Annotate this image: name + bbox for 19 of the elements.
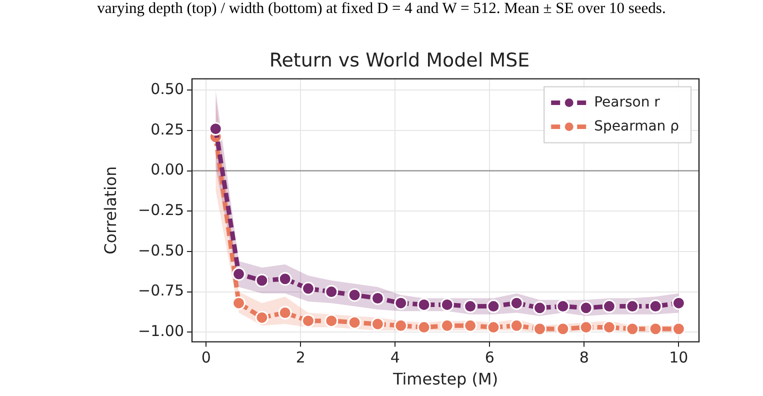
x-tick-label: 10 — [669, 348, 688, 367]
y-tick-label: −0.75 — [138, 282, 184, 300]
y-tick-label: 0.00 — [150, 160, 184, 179]
text: varying depth (top) / width (bottom) at fixed D = 4 and W = 512. Mean ± SE over 10 seeds. — [96, 0, 667, 18]
chart-title: Return vs World Model MSE — [269, 49, 530, 72]
y-tick-label: 0.25 — [150, 120, 184, 138]
y-tick-label: −1.00 — [138, 322, 184, 340]
y-tick-label: −0.50 — [138, 241, 184, 260]
x-tick-label: 4 — [390, 348, 400, 367]
x-tick-label: 8 — [579, 348, 589, 367]
x-tick-label: 6 — [484, 348, 494, 367]
y-tick-label: 0.50 — [150, 80, 184, 98]
x-axis-title: Timestep (M) — [392, 370, 498, 389]
y-tick-label: −0.25 — [138, 200, 184, 219]
x-tick-label: 0 — [201, 348, 211, 367]
x-tick-label: 2 — [296, 348, 306, 367]
legend-label: Pearson r — [594, 94, 660, 110]
y-axis-title: Correlation — [100, 166, 120, 254]
legend-label: Spearman ρ — [594, 118, 680, 134]
